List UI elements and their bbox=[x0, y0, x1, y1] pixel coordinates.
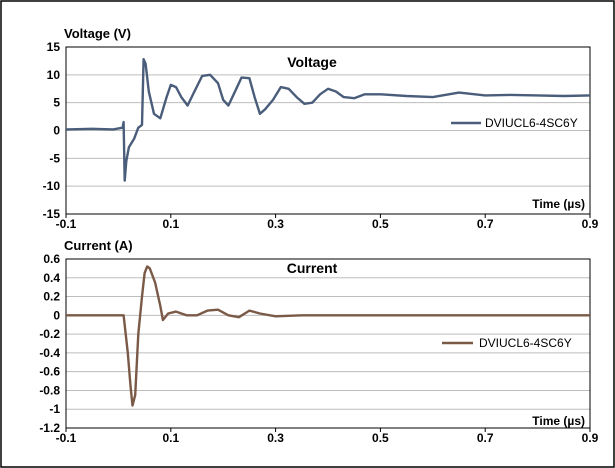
y-tick-label: 10 bbox=[47, 68, 61, 82]
x-tick-label: 0.9 bbox=[582, 431, 599, 445]
x-tick-label: -0.1 bbox=[56, 431, 77, 445]
current-x-axis-title: Time (µs) bbox=[532, 414, 585, 428]
voltage-y-axis-title: Voltage (V) bbox=[64, 26, 131, 41]
x-tick-label: 0.9 bbox=[582, 217, 599, 231]
x-tick-label: 0.3 bbox=[267, 217, 284, 231]
voltage-chart: 15 10 5 0 -5 -10 -15 -0.1 0.1 0.3 0.5 0.7 0.9 Volta… bbox=[43, 26, 599, 231]
current-x-ticks: -0.1 0.1 0.3 0.5 0.7 0.9 bbox=[56, 428, 599, 445]
current-plot-area bbox=[65, 258, 591, 429]
current-legend: DVIUCL6-4SC6Y bbox=[442, 336, 572, 350]
current-legend-label: DVIUCL6-4SC6Y bbox=[479, 336, 572, 350]
voltage-legend-label: DVIUCL6-4SC6Y bbox=[485, 116, 578, 130]
y-tick-label: -1 bbox=[49, 402, 60, 416]
current-y-ticks: 0.6 0.4 0.2 0 -0.2 -0.4 -0.6 -0.8 -1 -1.2 bbox=[39, 252, 60, 435]
y-tick-label: 5 bbox=[53, 96, 60, 110]
y-tick-label: 15 bbox=[47, 40, 61, 54]
voltage-x-axis-title: Time (µs) bbox=[532, 197, 585, 211]
voltage-y-ticks: 15 10 5 0 -5 -10 -15 bbox=[43, 40, 61, 221]
current-chart: 0.6 0.4 0.2 0 -0.2 -0.4 -0.6 -0.8 -1 -1.2 -0.1 0.1… bbox=[39, 238, 598, 445]
y-tick-label: -0.8 bbox=[39, 383, 60, 397]
y-tick-label: 0.6 bbox=[43, 252, 60, 266]
y-tick-label: -1.2 bbox=[39, 421, 60, 435]
y-tick-label: -0.6 bbox=[39, 365, 60, 379]
x-tick-label: 0.1 bbox=[162, 431, 179, 445]
current-chart-title: Current bbox=[287, 260, 338, 276]
x-tick-label: 0.5 bbox=[372, 217, 389, 231]
y-tick-label: -10 bbox=[43, 179, 61, 193]
y-tick-label: -15 bbox=[43, 207, 61, 221]
y-tick-label: 0.2 bbox=[43, 290, 60, 304]
y-tick-label: -0.4 bbox=[39, 346, 60, 360]
current-series-line bbox=[66, 265, 590, 407]
x-tick-label: 0.7 bbox=[477, 431, 494, 445]
x-tick-label: 0.5 bbox=[372, 431, 389, 445]
x-tick-label: 0.1 bbox=[162, 217, 179, 231]
voltage-x-ticks: -0.1 0.1 0.3 0.5 0.7 0.9 bbox=[56, 214, 599, 231]
y-tick-label: 0 bbox=[53, 124, 60, 138]
x-tick-label: 0.3 bbox=[267, 431, 284, 445]
voltage-legend: DVIUCL6-4SC6Y bbox=[451, 116, 578, 130]
x-tick-label: -0.1 bbox=[56, 217, 77, 231]
voltage-chart-title: Voltage bbox=[287, 54, 337, 70]
voltage-plot-area bbox=[65, 46, 591, 215]
current-y-axis-title: Current (A) bbox=[64, 238, 133, 253]
y-tick-label: 0 bbox=[53, 308, 60, 322]
y-tick-label: 0.4 bbox=[43, 271, 60, 285]
x-tick-label: 0.7 bbox=[477, 217, 494, 231]
y-tick-label: -5 bbox=[49, 151, 60, 165]
y-tick-label: -0.2 bbox=[39, 327, 60, 341]
voltage-series-line bbox=[65, 58, 591, 182]
